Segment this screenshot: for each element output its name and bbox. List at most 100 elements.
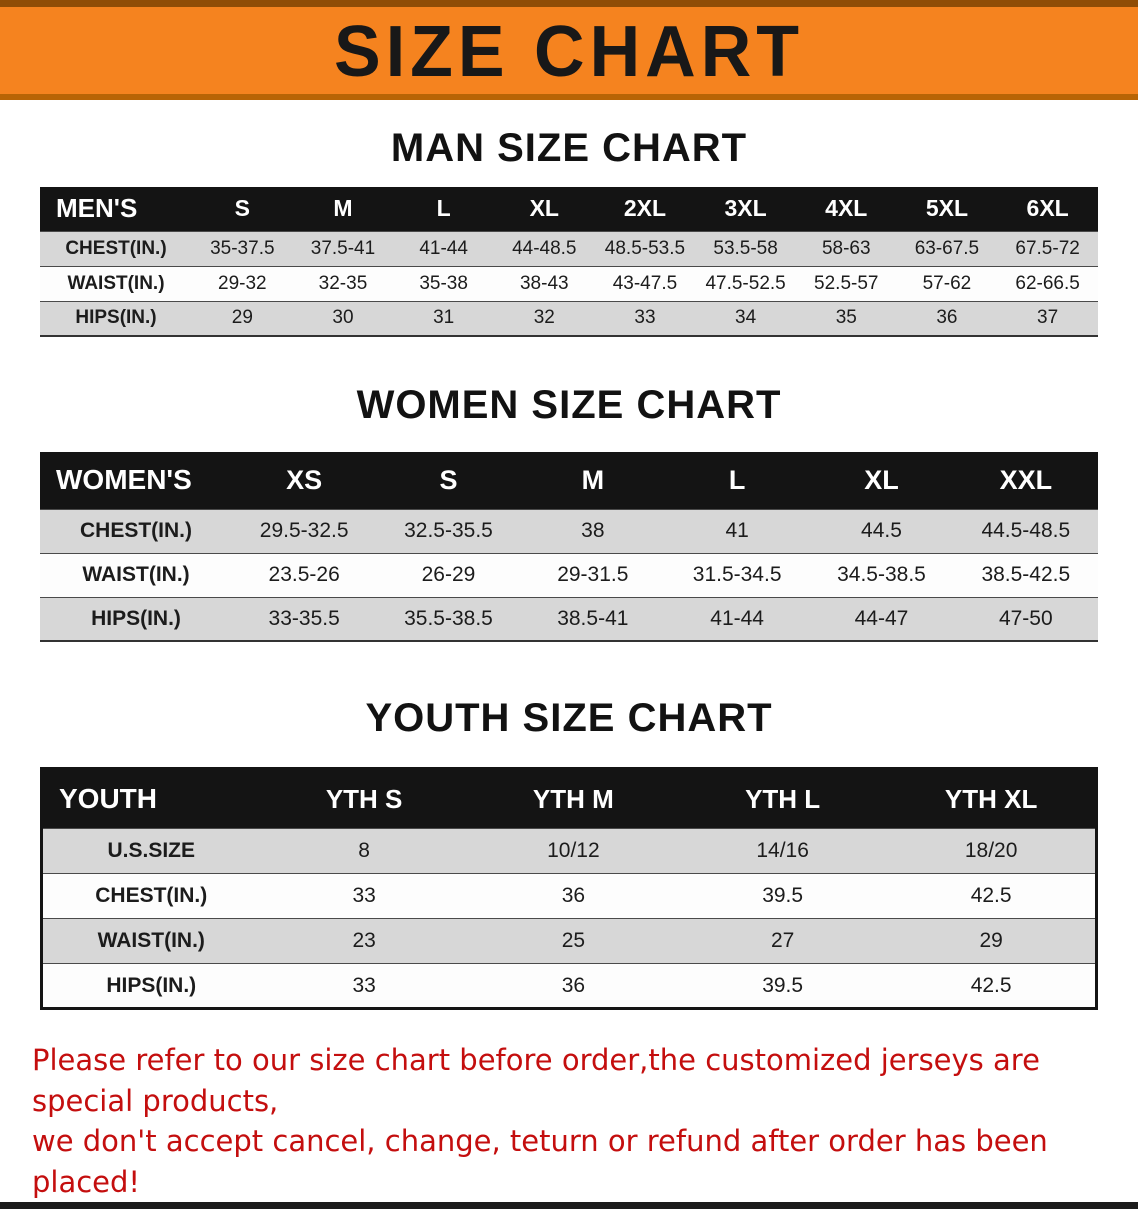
size-value-cell: 37 <box>997 300 1098 336</box>
size-value-cell: 44-47 <box>809 596 954 641</box>
size-value-cell: 33 <box>259 963 469 1009</box>
size-value-cell: 29 <box>192 300 293 336</box>
table-header-row: WOMEN'S XS S M L XL XXL <box>40 452 1098 509</box>
size-column-header: 3XL <box>695 187 796 231</box>
disclaimer: Please refer to our size chart before or… <box>0 1040 1138 1202</box>
men-section-heading: MAN SIZE CHART <box>390 126 748 170</box>
size-column-header: XL <box>809 452 954 509</box>
table-row: WAIST(IN.) 29-32 32-35 35-38 38-43 43-47.5 47.… <box>40 265 1098 301</box>
size-value-cell: 58-63 <box>795 230 897 266</box>
size-value-cell: 34 <box>695 300 796 336</box>
disclaimer-line-2: we don't accept cancel, change, teturn o… <box>32 1124 1048 1199</box>
youth-section: YOUTH SIZE CHART YOUTH YTH S YTH M YTH L YTH… <box>0 642 1138 1010</box>
size-value-cell: 35-37.5 <box>192 230 293 266</box>
size-value-cell: 48.5-53.5 <box>594 230 696 266</box>
size-value-cell: 18/20 <box>887 828 1097 874</box>
table-corner-label: WOMEN'S <box>40 452 232 509</box>
size-value-cell: 33 <box>259 873 469 919</box>
size-column-header: 6XL <box>997 187 1098 231</box>
men-size-table: MEN'S S M L XL 2XL 3XL 4XL 5XL 6XL CHEST(IN.) 35-37… <box>40 187 1098 337</box>
row-label: CHEST(IN.) <box>41 873 260 919</box>
size-value-cell: 32-35 <box>292 265 394 301</box>
size-value-cell: 14/16 <box>678 828 888 874</box>
table-row: WAIST(IN.) 23 25 27 29 <box>41 918 1097 964</box>
row-label: U.S.SIZE <box>41 828 260 874</box>
size-value-cell: 29 <box>887 918 1097 964</box>
size-value-cell: 38-43 <box>493 265 595 301</box>
row-label: CHEST(IN.) <box>40 230 192 266</box>
size-value-cell: 38.5-41 <box>520 596 665 641</box>
size-value-cell: 34.5-38.5 <box>809 552 954 597</box>
row-label: HIPS(IN.) <box>40 596 232 641</box>
row-label: WAIST(IN.) <box>40 552 232 597</box>
size-column-header: L <box>664 452 810 509</box>
size-column-header: L <box>393 187 494 231</box>
size-value-cell: 44.5 <box>809 508 954 553</box>
size-value-cell: 44.5-48.5 <box>953 508 1098 553</box>
table-header-row: MEN'S S M L XL 2XL 3XL 4XL 5XL 6XL <box>40 187 1098 231</box>
size-column-header: XXL <box>953 452 1098 509</box>
table-row: U.S.SIZE 8 10/12 14/16 18/20 <box>41 828 1097 874</box>
size-value-cell: 53.5-58 <box>695 230 796 266</box>
table-row: HIPS(IN.) 33-35.5 35.5-38.5 38.5-41 41-44 44-… <box>40 596 1098 641</box>
size-value-cell: 39.5 <box>678 873 888 919</box>
table-row: CHEST(IN.) 35-37.5 37.5-41 41-44 44-48.5 48.5… <box>40 230 1098 266</box>
size-column-header: S <box>376 452 521 509</box>
table-row: WAIST(IN.) 23.5-26 26-29 29-31.5 31.5-34.5 34… <box>40 552 1098 597</box>
table-corner-label: MEN'S <box>40 187 192 231</box>
size-value-cell: 30 <box>292 300 394 336</box>
bottom-border-line <box>0 1202 1138 1209</box>
size-value-cell: 41-44 <box>664 596 810 641</box>
row-label: WAIST(IN.) <box>41 918 260 964</box>
size-column-header: YTH M <box>468 768 678 829</box>
size-value-cell: 26-29 <box>376 552 521 597</box>
youth-size-table: YOUTH YTH S YTH M YTH L YTH XL U.S.SIZE 8 10/12… <box>40 767 1098 1010</box>
size-value-cell: 36 <box>468 963 678 1009</box>
size-value-cell: 31 <box>393 300 494 336</box>
women-size-table: WOMEN'S XS S M L XL XXL CHEST(IN.) 29.5-32.5 32.5… <box>40 452 1098 642</box>
size-value-cell: 33 <box>594 300 696 336</box>
size-value-cell: 35.5-38.5 <box>376 596 521 641</box>
size-value-cell: 27 <box>678 918 888 964</box>
size-value-cell: 67.5-72 <box>997 230 1098 266</box>
size-column-header: S <box>192 187 293 231</box>
size-value-cell: 23.5-26 <box>232 552 377 597</box>
women-section: WOMEN SIZE CHART WOMEN'S XS S M L XL XXL CHEST(… <box>0 337 1138 642</box>
size-column-header: 2XL <box>594 187 696 231</box>
size-value-cell: 38.5-42.5 <box>953 552 1098 597</box>
size-value-cell: 33-35.5 <box>232 596 377 641</box>
disclaimer-line-1: Please refer to our size chart before or… <box>32 1043 1040 1118</box>
size-value-cell: 10/12 <box>468 828 678 874</box>
men-section: MAN SIZE CHART MEN'S S M L XL 2XL 3XL 4XL 5XL 6XL… <box>0 100 1138 337</box>
size-value-cell: 31.5-34.5 <box>664 552 810 597</box>
size-value-cell: 29-32 <box>192 265 293 301</box>
size-value-cell: 44-48.5 <box>493 230 595 266</box>
page-title: SIZE CHART <box>334 9 804 92</box>
size-column-header: M <box>292 187 394 231</box>
size-column-header: YTH S <box>259 768 469 829</box>
size-value-cell: 42.5 <box>887 963 1097 1009</box>
size-value-cell: 35 <box>795 300 897 336</box>
size-column-header: 5XL <box>896 187 998 231</box>
row-label: HIPS(IN.) <box>40 300 192 336</box>
table-row: HIPS(IN.) 33 36 39.5 42.5 <box>41 963 1097 1009</box>
size-value-cell: 37.5-41 <box>292 230 394 266</box>
row-label: HIPS(IN.) <box>41 963 260 1009</box>
size-value-cell: 63-67.5 <box>896 230 998 266</box>
size-value-cell: 23 <box>259 918 469 964</box>
size-value-cell: 32 <box>493 300 595 336</box>
size-value-cell: 43-47.5 <box>594 265 696 301</box>
size-value-cell: 42.5 <box>887 873 1097 919</box>
size-column-header: M <box>520 452 665 509</box>
size-value-cell: 52.5-57 <box>795 265 897 301</box>
size-column-header: XL <box>493 187 595 231</box>
table-corner-label: YOUTH <box>41 768 260 829</box>
size-value-cell: 36 <box>468 873 678 919</box>
size-column-header: YTH XL <box>887 768 1097 829</box>
size-value-cell: 47.5-52.5 <box>695 265 796 301</box>
size-value-cell: 29-31.5 <box>520 552 665 597</box>
women-section-heading: WOMEN SIZE CHART <box>356 383 782 427</box>
table-row: CHEST(IN.) 29.5-32.5 32.5-35.5 38 41 44.5 44.5… <box>40 508 1098 553</box>
size-value-cell: 62-66.5 <box>997 265 1098 301</box>
